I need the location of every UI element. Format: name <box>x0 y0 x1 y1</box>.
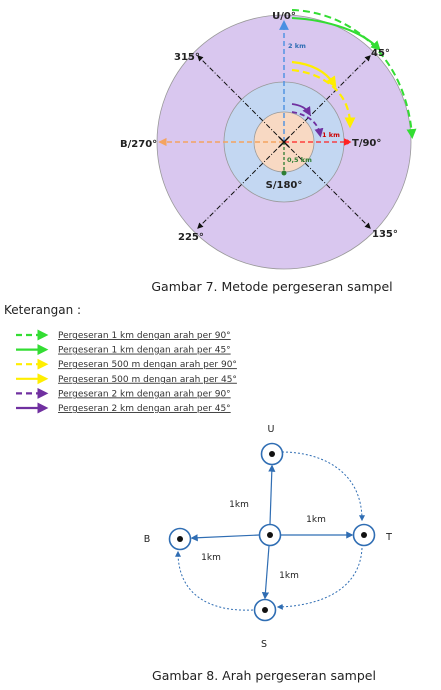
arc-purple-solid <box>291 103 311 117</box>
label-se: 135° <box>372 229 398 240</box>
axis-ne <box>283 55 371 143</box>
curve-east-south <box>276 547 363 610</box>
arc-purple-dashed <box>291 111 324 138</box>
arc-yellow-solid <box>291 60 337 88</box>
legend-title: Keterangan : <box>4 303 81 317</box>
legend-label: Pergeseran 500 m dengan arah per 90° <box>58 360 237 370</box>
legend-label: Pergeseran 1 km dengan arah per 45° <box>58 346 231 356</box>
fig8-km-north: 1km <box>229 500 249 510</box>
node-north <box>260 442 284 466</box>
label-sw: 225° <box>178 232 204 243</box>
label-nw: 315° <box>174 52 200 63</box>
distance-05km: 0,5 km <box>287 156 312 164</box>
node-west <box>168 527 192 551</box>
legend-item: Pergeseran 2 km dengan arah per 90° <box>16 387 231 399</box>
legend-label: Pergeseran 1 km dengan arah per 90° <box>58 331 231 341</box>
line-center-west <box>190 534 260 542</box>
legend-item: Pergeseran 500 m dengan arah per 45° <box>16 373 237 385</box>
axis-sw <box>197 141 285 229</box>
legend-item: Pergeseran 1 km dengan arah per 45° <box>16 344 231 356</box>
legend-label: Pergeseran 2 km dengan arah per 90° <box>58 389 231 399</box>
legend: Pergeseran 1 km dengan arah per 90° Perge… <box>16 329 237 414</box>
line-center-north <box>268 464 276 525</box>
figure8-caption: Gambar 8. Arah pergeseran sampel <box>152 668 376 683</box>
legend-item: Pergeseran 1 km dengan arah per 90° <box>16 329 231 341</box>
figure7-diagram: U/0° 45° T/90° 135° S/180° 225° B/270° 3… <box>120 9 417 270</box>
arc-yellow-dashed <box>291 68 356 129</box>
label-ne: 45° <box>371 48 390 59</box>
legend-label: Pergeseran 500 m dengan arah per 45° <box>58 375 237 385</box>
figure7-caption: Gambar 7. Metode pergeseran sampel <box>151 279 392 294</box>
curve-south-west <box>175 550 254 611</box>
fig8-label-north: U <box>268 424 275 435</box>
label-west: B/270° <box>120 139 157 150</box>
figure8-diagram: U T S B 1km 1km 1km 1km <box>144 424 392 650</box>
legend-label: Pergeseran 2 km dengan arah per 45° <box>58 404 231 414</box>
arc-green-solid <box>291 17 381 51</box>
center-cross-icon <box>278 136 290 148</box>
node-east <box>352 523 376 547</box>
fig8-label-east: T <box>385 532 392 543</box>
curve-north-east <box>281 451 365 522</box>
fig8-km-east: 1km <box>306 515 326 525</box>
fig8-label-south: S <box>261 639 267 650</box>
fig8-km-west: 1km <box>201 553 221 563</box>
axis-se <box>283 141 371 229</box>
fig8-km-south: 1km <box>279 571 299 581</box>
node-center <box>258 523 282 547</box>
legend-item: Pergeseran 2 km dengan arah per 45° <box>16 402 231 414</box>
east-dot <box>344 139 350 145</box>
label-north: U/0° <box>272 11 296 22</box>
fig8-label-west: B <box>144 534 151 545</box>
axis-nw <box>197 55 285 143</box>
distance-2km: 2 km <box>288 42 306 50</box>
line-center-south <box>261 545 270 600</box>
node-south <box>253 598 277 622</box>
label-east: T/90° <box>352 138 381 149</box>
distance-1km: 1 km <box>322 131 340 139</box>
legend-item: Pergeseran 500 m dengan arah per 90° <box>16 358 237 370</box>
south-dot <box>281 170 287 176</box>
label-south: S/180° <box>266 180 303 191</box>
